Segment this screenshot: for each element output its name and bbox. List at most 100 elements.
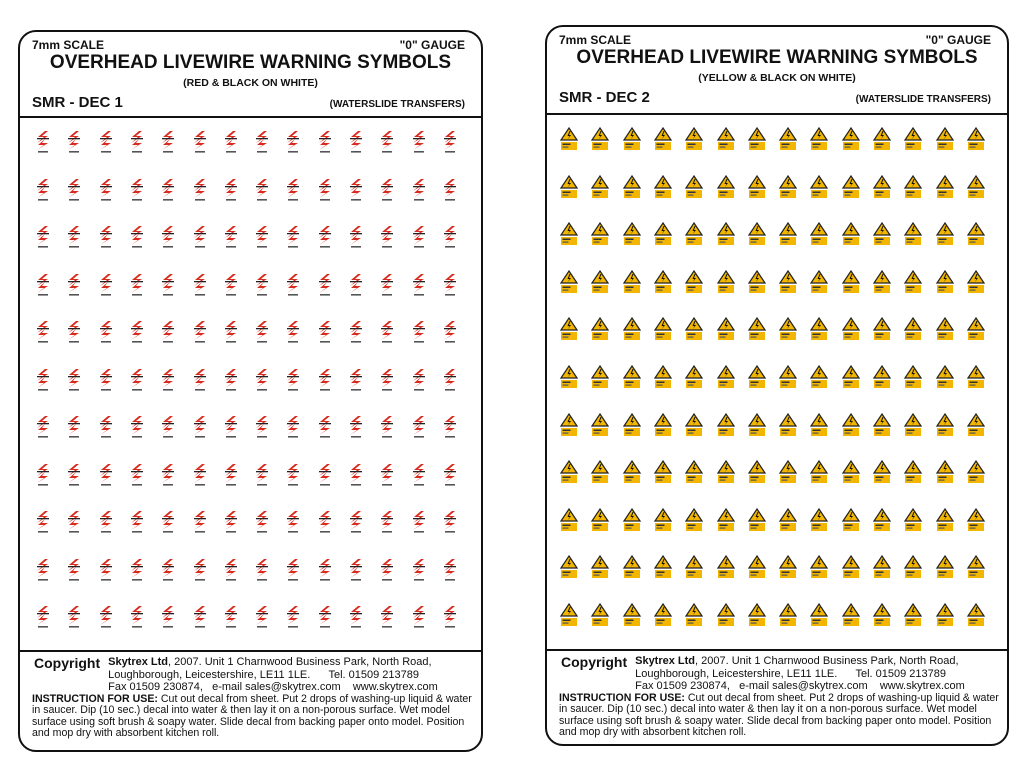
yellow-danger-triangle-icon [559, 364, 579, 389]
red-lightning-flash-icon [128, 320, 146, 344]
red-lightning-flash-icon [65, 225, 83, 249]
yellow-danger-triangle-icon [653, 174, 673, 199]
yellow-danger-triangle-icon [685, 555, 704, 579]
red-lightning-flash-icon [159, 178, 177, 202]
red-lightning-flash-icon [441, 320, 459, 344]
yellow-danger-triangle-icon [622, 555, 641, 579]
red-lightning-flash-icon [441, 463, 459, 487]
red-lightning-flash-icon [316, 463, 334, 487]
red-lightning-flash-icon [97, 368, 115, 392]
yellow-danger-triangle-icon [904, 555, 923, 579]
yellow-danger-triangle-icon [653, 269, 673, 294]
instructions: INSTRUCTION FOR USE: Cut out decal from … [559, 692, 999, 739]
red-lightning-flash-icon [441, 130, 459, 154]
red-lightning-flash-icon [253, 605, 271, 629]
red-lightning-flash-icon [284, 225, 302, 249]
red-lightning-flash-icon [222, 368, 240, 392]
yellow-danger-triangle-icon [810, 555, 829, 579]
red-lightning-flash-icon [128, 558, 146, 582]
yellow-danger-triangle-icon [685, 412, 704, 437]
yellow-danger-triangle-icon [685, 174, 704, 199]
red-lightning-flash-icon [222, 415, 240, 439]
yellow-danger-triangle-icon [904, 126, 923, 151]
sheet-subtitle: (YELLOW & BLACK ON WHITE) [698, 72, 856, 84]
yellow-danger-triangle-icon [716, 174, 735, 199]
sheet-header: 7mm SCALE "0" GAUGE OVERHEAD LIVEWIRE WA… [20, 32, 481, 118]
red-lightning-flash-icon [378, 558, 396, 582]
contact-line: Fax 01509 230874, e-mail sales@skytrex.c… [108, 681, 438, 693]
yellow-danger-triangle-icon [778, 507, 798, 532]
red-lightning-flash-icon [159, 320, 177, 344]
red-lightning-flash-icon [159, 558, 177, 582]
yellow-danger-triangle-icon [778, 269, 798, 294]
gauge-label: "0" GAUGE [925, 33, 991, 47]
yellow-danger-triangle-icon [716, 412, 735, 437]
red-lightning-flash-icon [378, 368, 396, 392]
red-lightning-flash-icon [347, 130, 365, 154]
yellow-danger-triangle-icon [653, 364, 673, 389]
contact-line: Fax 01509 230874, e-mail sales@skytrex.c… [635, 680, 965, 692]
red-lightning-flash-icon [441, 558, 459, 582]
transfer-type: (WATERSLIDE TRANSFERS) [329, 99, 465, 110]
decal-grid [20, 118, 481, 654]
decal-sheet-dec2: 7mm SCALE "0" GAUGE OVERHEAD LIVEWIRE WA… [545, 25, 1009, 746]
yellow-danger-triangle-icon [591, 126, 610, 151]
yellow-danger-triangle-icon [810, 126, 829, 151]
yellow-danger-triangle-icon [841, 555, 860, 579]
red-lightning-flash-icon [65, 558, 83, 582]
yellow-danger-triangle-icon [935, 126, 954, 151]
yellow-danger-triangle-icon [716, 269, 735, 294]
yellow-danger-triangle-icon [872, 412, 892, 437]
yellow-danger-triangle-icon [747, 174, 766, 199]
yellow-danger-triangle-icon [810, 602, 829, 627]
yellow-danger-triangle-icon [622, 269, 641, 294]
red-lightning-flash-icon [410, 510, 428, 534]
red-lightning-flash-icon [34, 463, 52, 487]
red-lightning-flash-icon [128, 368, 146, 392]
yellow-danger-triangle-icon [810, 507, 829, 532]
yellow-danger-triangle-icon [778, 126, 798, 151]
red-lightning-flash-icon [159, 510, 177, 534]
red-lightning-flash-icon [347, 368, 365, 392]
yellow-danger-triangle-icon [685, 222, 704, 246]
red-lightning-flash-icon [347, 320, 365, 344]
red-lightning-flash-icon [191, 463, 209, 487]
red-lightning-flash-icon [253, 368, 271, 392]
red-lightning-flash-icon [222, 130, 240, 154]
red-lightning-flash-icon [378, 605, 396, 629]
red-lightning-flash-icon [347, 273, 365, 297]
contact-info: Skytrex Ltd, 2007. Unit 1 Charnwood Busi… [108, 656, 438, 694]
red-lightning-flash-icon [253, 558, 271, 582]
red-lightning-flash-icon [222, 178, 240, 202]
yellow-danger-triangle-icon [591, 364, 610, 389]
yellow-danger-triangle-icon [591, 317, 610, 341]
yellow-danger-triangle-icon [716, 317, 735, 341]
yellow-danger-triangle-icon [591, 555, 610, 579]
instructions: INSTRUCTION FOR USE: Cut out decal from … [32, 692, 473, 740]
contact-info: Skytrex Ltd, 2007. Unit 1 Charnwood Busi… [635, 655, 965, 693]
red-lightning-flash-icon [253, 225, 271, 249]
yellow-danger-triangle-icon [810, 460, 829, 484]
yellow-danger-triangle-icon [778, 222, 798, 246]
red-lightning-flash-icon [97, 273, 115, 297]
yellow-danger-triangle-icon [716, 364, 735, 389]
yellow-danger-triangle-icon [622, 317, 641, 341]
red-lightning-flash-icon [316, 225, 334, 249]
instruction-text: Cut out decal from sheet. Put 2 drops of… [32, 692, 472, 740]
yellow-danger-triangle-icon [559, 174, 579, 199]
red-lightning-flash-icon [378, 130, 396, 154]
red-lightning-flash-icon [347, 415, 365, 439]
yellow-danger-triangle-icon [747, 602, 766, 627]
red-lightning-flash-icon [347, 510, 365, 534]
copyright-label: Copyright [561, 654, 628, 670]
red-lightning-flash-icon [65, 510, 83, 534]
instruction-label: INSTRUCTION FOR USE: [32, 692, 158, 705]
yellow-danger-triangle-icon [747, 507, 766, 532]
red-lightning-flash-icon [410, 178, 428, 202]
yellow-danger-triangle-icon [810, 317, 829, 341]
yellow-danger-triangle-icon [872, 507, 892, 532]
yellow-danger-triangle-icon [591, 174, 610, 199]
yellow-danger-triangle-icon [559, 507, 579, 532]
yellow-danger-triangle-icon [747, 222, 766, 246]
yellow-danger-triangle-icon [716, 460, 735, 484]
